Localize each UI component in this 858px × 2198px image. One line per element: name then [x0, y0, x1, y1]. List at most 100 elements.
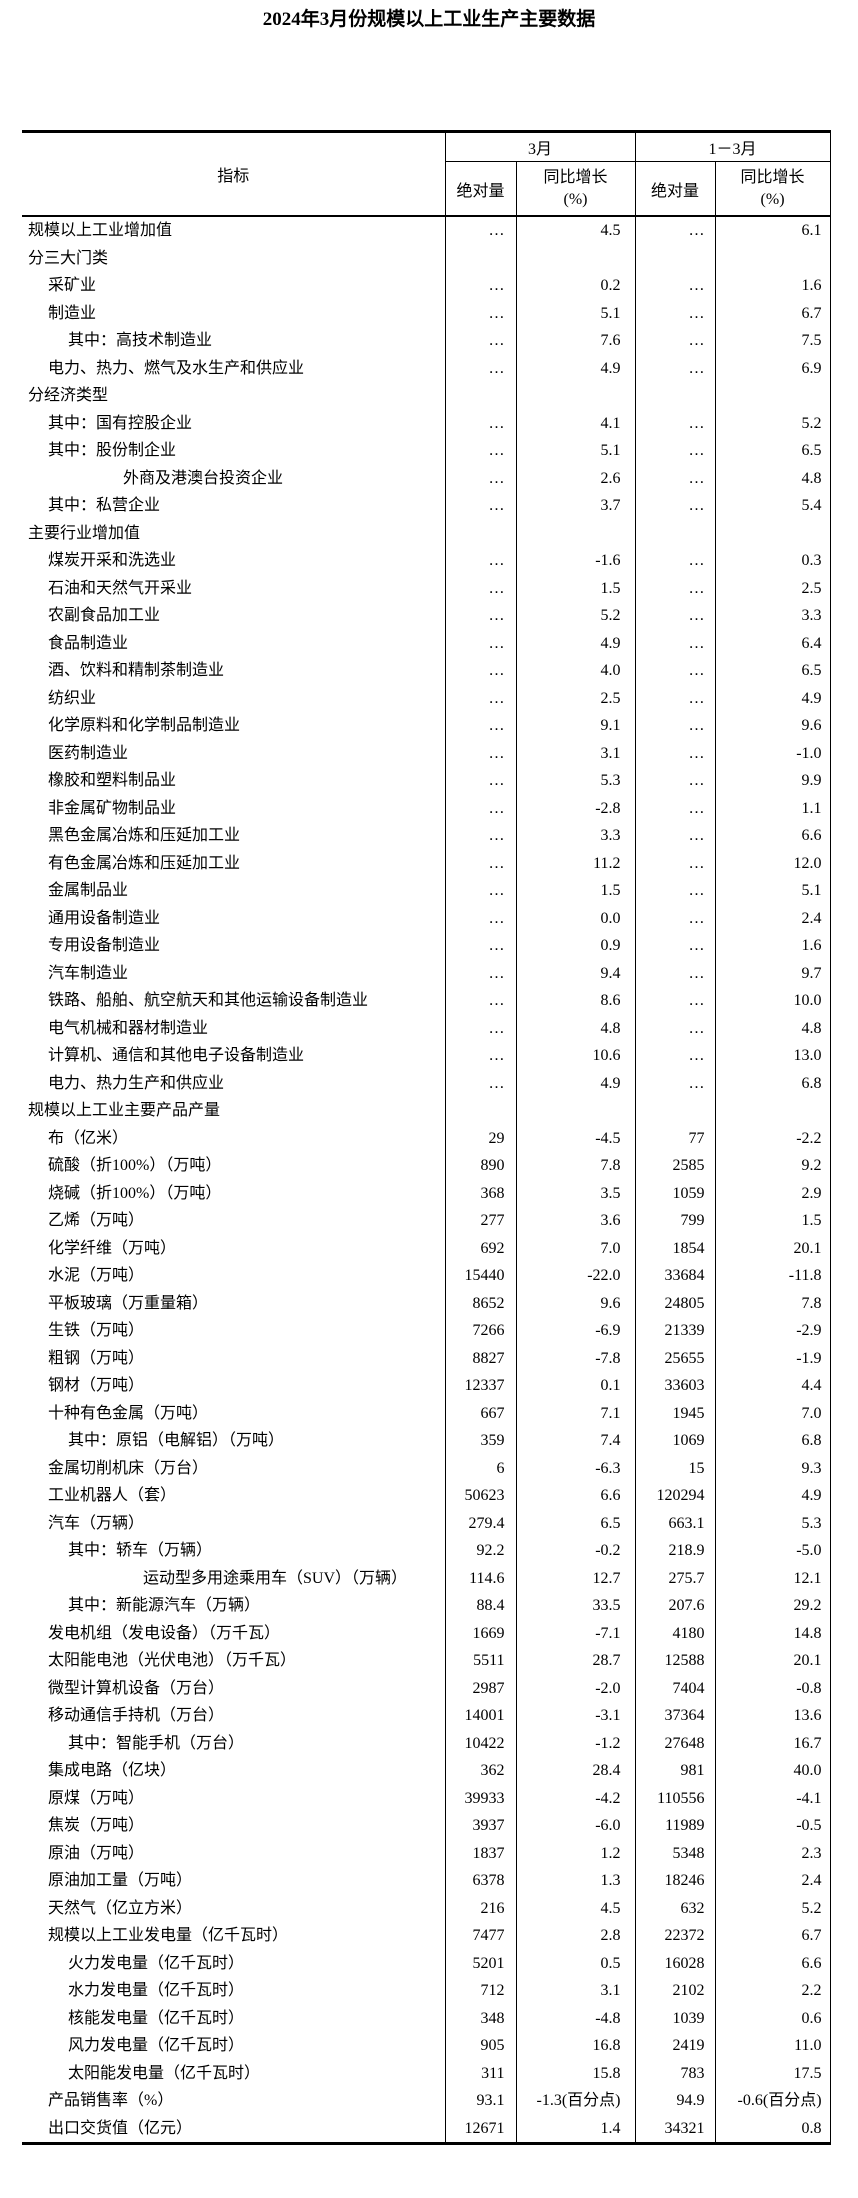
march-absolute-cell: 12337	[445, 1372, 517, 1400]
march-absolute-cell: …	[445, 492, 517, 520]
march-yoy-cell: -7.1	[516, 1619, 636, 1647]
cum-absolute-cell: …	[635, 794, 716, 822]
table-row: 电气机械和器材制造业… 4.8… 4.8	[22, 1014, 831, 1042]
header-march-yoy-line2: (%)	[563, 190, 588, 208]
march-yoy-cell: 7.6	[516, 327, 636, 355]
cum-yoy-cell: -2.2	[715, 1124, 831, 1152]
cum-yoy-cell: 4.8	[715, 1014, 831, 1042]
indicator-cell: 电力、热力、燃气及水生产和供应业	[22, 354, 446, 382]
cum-absolute-cell: 21339	[635, 1317, 716, 1345]
march-absolute-cell: 15440	[445, 1262, 517, 1290]
march-absolute-cell: …	[445, 437, 517, 465]
march-absolute-cell: 692	[445, 1234, 517, 1262]
cum-absolute-cell: …	[635, 464, 716, 492]
cum-absolute-cell: …	[635, 602, 716, 630]
indicator-cell: 规模以上工业主要产品产量	[22, 1097, 446, 1125]
cum-absolute-cell: …	[635, 1042, 716, 1070]
march-yoy-cell: 0.5	[516, 1949, 636, 1977]
table-row: 太阳能发电量（亿千瓦时） 311 15.8 783 17.5	[22, 2059, 831, 2087]
indicator-cell: 有色金属冶炼和压延加工业	[22, 849, 446, 877]
march-yoy-cell: 10.6	[516, 1042, 636, 1070]
table-row: 产品销售率（%） 93.1 -1.3(百分点) 94.9 -0.6(百分点)	[22, 2087, 831, 2115]
table-row: 布（亿米） 29 -4.5 77 -2.2	[22, 1124, 831, 1152]
cum-yoy-cell: 1.6	[715, 272, 831, 300]
header-march-yoy-line1: 同比增长	[543, 168, 608, 186]
march-absolute-cell: 88.4	[445, 1592, 517, 1620]
header-row-measures: 绝对量 同比增长 (%) 绝对量 同比增长 (%)	[22, 161, 831, 217]
cum-yoy-cell: 20.1	[715, 1647, 831, 1675]
march-absolute-cell: 905	[445, 2032, 517, 2060]
table-row: 核能发电量（亿千瓦时） 348 -4.8 1039 0.6	[22, 2004, 831, 2032]
cum-absolute-cell: 15	[635, 1454, 716, 1482]
table-row: 风力发电量（亿千瓦时） 905 16.8 2419 11.0	[22, 2032, 831, 2060]
cum-yoy-cell: 11.0	[715, 2032, 831, 2060]
march-absolute-cell: …	[445, 216, 517, 245]
cum-absolute-cell: 1854	[635, 1234, 716, 1262]
cum-absolute-cell: 16028	[635, 1949, 716, 1977]
table-row: 太阳能电池（光伏电池）（万千瓦） 5511 28.7 12588 20.1	[22, 1647, 831, 1675]
march-yoy-cell: 4.5	[516, 216, 636, 245]
cum-yoy-cell: 6.5	[715, 657, 831, 685]
cum-absolute-cell: 1059	[635, 1179, 716, 1207]
march-absolute-cell: 277	[445, 1207, 517, 1235]
march-absolute-cell: 5511	[445, 1647, 517, 1675]
table-row: 黑色金属冶炼和压延加工业… 3.3… 6.6	[22, 822, 831, 850]
march-yoy-cell: 0.1	[516, 1372, 636, 1400]
march-yoy-cell: 4.0	[516, 657, 636, 685]
indicator-cell: 发电机组（发电设备）（万千瓦）	[22, 1619, 446, 1647]
table-row: 电力、热力、燃气及水生产和供应业… 4.9… 6.9	[22, 354, 831, 382]
march-yoy-cell: 28.7	[516, 1647, 636, 1675]
header-jan-march-absolute: 绝对量	[635, 161, 716, 217]
march-yoy-cell: 8.6	[516, 987, 636, 1015]
cum-absolute-cell: …	[635, 739, 716, 767]
indicator-cell: 电力、热力生产和供应业	[22, 1069, 446, 1097]
table-row: 石油和天然气开采业… 1.5… 2.5	[22, 574, 831, 602]
march-absolute-cell: 311	[445, 2059, 517, 2087]
indicator-cell: 其中：智能手机（万台）	[22, 1729, 446, 1757]
march-absolute-cell: 6378	[445, 1867, 517, 1895]
indicator-cell: 焦炭（万吨）	[22, 1812, 446, 1840]
table-row: 原油加工量（万吨） 6378 1.3 18246 2.4	[22, 1867, 831, 1895]
cum-yoy-cell: 16.7	[715, 1729, 831, 1757]
cum-absolute-cell: …	[635, 492, 716, 520]
march-yoy-cell: 12.7	[516, 1564, 636, 1592]
indicator-cell: 太阳能发电量（亿千瓦时）	[22, 2059, 446, 2087]
indicator-cell: 核能发电量（亿千瓦时）	[22, 2004, 446, 2032]
march-absolute-cell: 7477	[445, 1922, 517, 1950]
table-row: 分三大门类	[22, 244, 831, 272]
table-row: 非金属矿物制品业… -2.8… 1.1	[22, 794, 831, 822]
march-absolute-cell: 14001	[445, 1702, 517, 1730]
cum-absolute-cell: 275.7	[635, 1564, 716, 1592]
indicator-cell: 其中：国有控股企业	[22, 409, 446, 437]
table-row: 平板玻璃（万重量箱） 8652 9.6 24805 7.8	[22, 1289, 831, 1317]
cum-absolute-cell: …	[635, 877, 716, 905]
header-march-yoy: 同比增长 (%)	[516, 161, 636, 217]
cum-yoy-cell: 4.8	[715, 464, 831, 492]
march-absolute-cell: 114.6	[445, 1564, 517, 1592]
march-yoy-cell: -1.3(百分点)	[516, 2087, 636, 2115]
indicator-cell: 金属切削机床（万台）	[22, 1454, 446, 1482]
march-absolute-cell: …	[445, 904, 517, 932]
march-yoy-cell: 16.8	[516, 2032, 636, 2060]
cum-yoy-cell: -0.8	[715, 1674, 831, 1702]
cum-yoy-cell: 6.7	[715, 1922, 831, 1950]
march-yoy-cell: 3.1	[516, 739, 636, 767]
march-absolute-cell: …	[445, 932, 517, 960]
table-row: 原油（万吨） 1837 1.2 5348 2.3	[22, 1839, 831, 1867]
march-absolute-cell: 216	[445, 1894, 517, 1922]
indicator-cell: 煤炭开采和洗选业	[22, 547, 446, 575]
cum-yoy-cell: 4.9	[715, 684, 831, 712]
table-row: 专用设备制造业… 0.9… 1.6	[22, 932, 831, 960]
cum-yoy-cell: 9.6	[715, 712, 831, 740]
indicator-cell: 汽车制造业	[22, 959, 446, 987]
indicator-cell: 移动通信手持机（万台）	[22, 1702, 446, 1730]
march-absolute-cell	[445, 519, 517, 547]
table-row: 生铁（万吨） 7266 -6.9 21339 -2.9	[22, 1317, 831, 1345]
indicator-cell: 汽车（万辆）	[22, 1509, 446, 1537]
march-absolute-cell: 5201	[445, 1949, 517, 1977]
cum-absolute-cell: …	[635, 959, 716, 987]
table-row: 出口交货值（亿元） 12671 1.4 34321 0.8	[22, 2114, 831, 2144]
indicator-cell: 规模以上工业增加值	[22, 216, 446, 245]
indicator-cell: 医药制造业	[22, 739, 446, 767]
